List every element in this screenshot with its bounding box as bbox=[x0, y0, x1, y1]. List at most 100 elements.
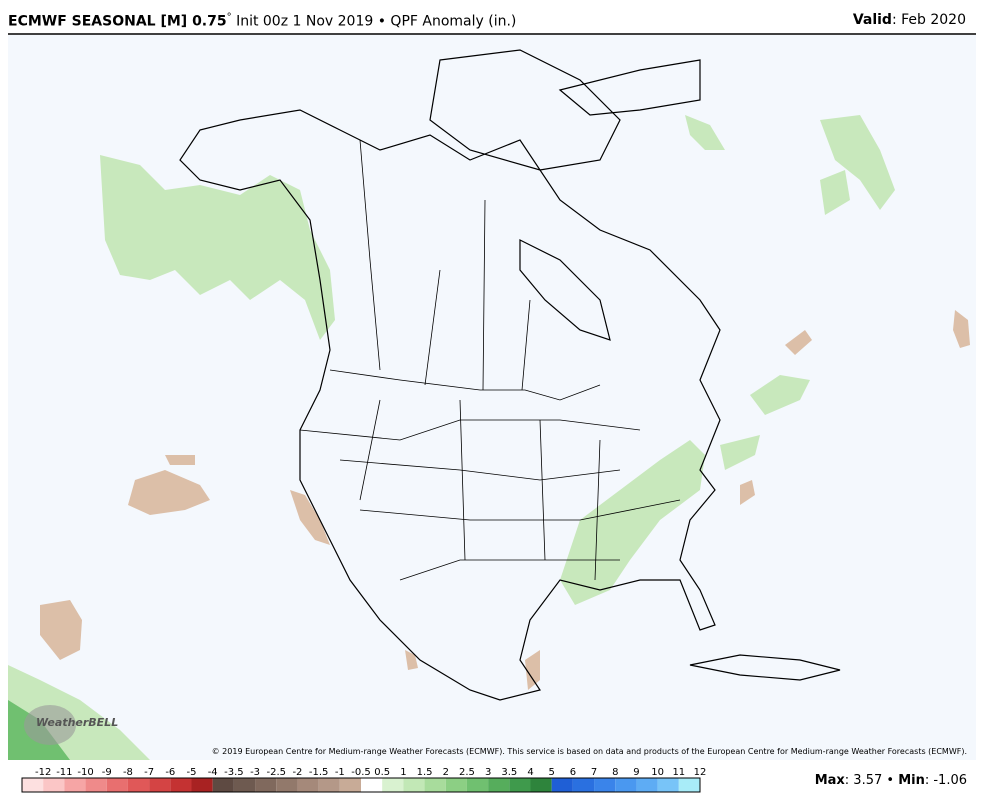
max-min: Max: 3.57 • Min: -1.06 bbox=[815, 773, 967, 788]
colorbar-label: -5 bbox=[187, 767, 197, 778]
colorbar-swatch bbox=[170, 778, 192, 792]
tan-area bbox=[165, 455, 195, 465]
valid-value: : Feb 2020 bbox=[891, 12, 966, 28]
colorbar-swatch bbox=[530, 778, 552, 792]
colorbar-swatch bbox=[318, 778, 340, 792]
colorbar-label: -0.5 bbox=[351, 767, 371, 778]
colorbar: -12 -11 -10 -9 -8 -7 -6 -5 -4 -3.5 -3 -2.5 -2 -1.5 -1-… bbox=[21, 767, 707, 793]
colorbar-label: -8 bbox=[123, 767, 133, 778]
colorbar-label: -1.5 bbox=[309, 767, 329, 778]
colorbar-label: -6 bbox=[165, 767, 175, 778]
state-border bbox=[339, 459, 681, 581]
colorbar-label: 2.5 bbox=[459, 767, 475, 778]
logo-mark bbox=[24, 705, 76, 745]
colorbar-label: 10 bbox=[651, 767, 664, 778]
colorbar-label: 0.5 bbox=[374, 767, 390, 778]
caribbean-islands bbox=[689, 654, 841, 681]
colorbar-label: 8 bbox=[612, 767, 618, 778]
max-value: : 3.57 • bbox=[845, 773, 898, 788]
borders bbox=[299, 139, 681, 581]
min-value: : -1.06 bbox=[925, 773, 967, 788]
colorbar-swatch bbox=[551, 778, 573, 792]
colorbar-swatch bbox=[191, 778, 213, 792]
green-area bbox=[560, 440, 705, 605]
colorbar-label: 1.5 bbox=[417, 767, 433, 778]
hudson-bay bbox=[519, 239, 611, 341]
colorbar-label: -3 bbox=[250, 767, 260, 778]
negative-anomalies bbox=[40, 310, 970, 690]
colorbar-swatch bbox=[657, 778, 679, 792]
logo: WeatherBELL bbox=[36, 716, 118, 729]
tan-area bbox=[953, 310, 970, 348]
us-canada-border bbox=[329, 369, 601, 401]
colorbar-label: -1 bbox=[335, 767, 345, 778]
colorbar-swatch bbox=[127, 778, 150, 792]
colorbar-swatch bbox=[255, 778, 277, 792]
copyright: © 2019 European Centre for Medium-range … bbox=[212, 747, 967, 756]
greenland-edge bbox=[558, 59, 701, 116]
degree: ° bbox=[226, 12, 232, 23]
state-border bbox=[299, 419, 641, 441]
colorbar-swatch bbox=[615, 778, 637, 792]
colorbar-swatch bbox=[212, 778, 234, 792]
green-area bbox=[685, 115, 725, 150]
tan-area bbox=[740, 480, 755, 505]
tan-area bbox=[290, 490, 330, 545]
colorbar-swatch bbox=[678, 778, 700, 792]
colorbar-swatch bbox=[106, 778, 128, 792]
colorbar-swatch bbox=[297, 778, 319, 792]
colorbar-label: -7 bbox=[144, 767, 154, 778]
colorbar-label: -4 bbox=[208, 767, 218, 778]
colorbar-label: 5 bbox=[549, 767, 555, 778]
colorbar-label: 11 bbox=[672, 767, 685, 778]
colorbar-label: -11 bbox=[56, 767, 72, 778]
green-area bbox=[820, 170, 850, 215]
tan-area bbox=[525, 650, 540, 690]
province-border bbox=[359, 139, 381, 371]
colorbar-swatch bbox=[361, 778, 383, 792]
colorbar-label: -12 bbox=[35, 767, 51, 778]
colorbar-label: 3 bbox=[485, 767, 491, 778]
colorbar-swatch bbox=[488, 778, 510, 792]
coastlines bbox=[179, 49, 841, 701]
green-area bbox=[820, 115, 895, 210]
colorbar-swatch bbox=[445, 778, 467, 792]
colorbar-swatch bbox=[85, 778, 107, 792]
colorbar-swatch bbox=[594, 778, 616, 792]
tan-area bbox=[128, 470, 210, 515]
colorbar-swatch bbox=[149, 778, 171, 792]
colorbar-swatch bbox=[636, 778, 658, 792]
colorbar-swatch bbox=[233, 778, 256, 792]
colorbar-label: -9 bbox=[102, 767, 112, 778]
colorbar-label: 12 bbox=[694, 767, 707, 778]
colorbar-label: 2 bbox=[443, 767, 449, 778]
title-bold: ECMWF SEASONAL [M] 0.75 bbox=[8, 13, 227, 30]
colorbar-swatch bbox=[276, 778, 298, 792]
colorbar-swatch bbox=[466, 778, 489, 792]
colorbar-label: 1 bbox=[400, 767, 406, 778]
colorbar-label: 6 bbox=[570, 767, 576, 778]
colorbar-swatch bbox=[572, 778, 595, 792]
colorbar-swatch bbox=[43, 778, 65, 792]
colorbar-label: -2.5 bbox=[266, 767, 286, 778]
colorbar-swatch bbox=[509, 778, 531, 792]
valid: Valid: Feb 2020 bbox=[853, 12, 966, 28]
arctic-islands bbox=[429, 49, 621, 171]
colorbar-label: 7 bbox=[591, 767, 597, 778]
colorbar-swatch bbox=[424, 778, 446, 792]
tan-area bbox=[785, 330, 812, 355]
colorbar-frame bbox=[21, 777, 701, 793]
green-area bbox=[100, 155, 335, 340]
title: ECMWF SEASONAL [M] 0.75° Init 00z 1 Nov … bbox=[8, 12, 516, 30]
tan-area bbox=[40, 600, 82, 660]
max-label: Max bbox=[815, 773, 846, 788]
valid-label: Valid bbox=[852, 12, 892, 28]
province-border bbox=[424, 199, 531, 391]
colorbar-label: 4 bbox=[527, 767, 533, 778]
colorbar-label: -10 bbox=[77, 767, 93, 778]
colorbar-swatch bbox=[22, 778, 44, 792]
colorbar-label: 9 bbox=[633, 767, 639, 778]
green-area bbox=[720, 435, 760, 470]
